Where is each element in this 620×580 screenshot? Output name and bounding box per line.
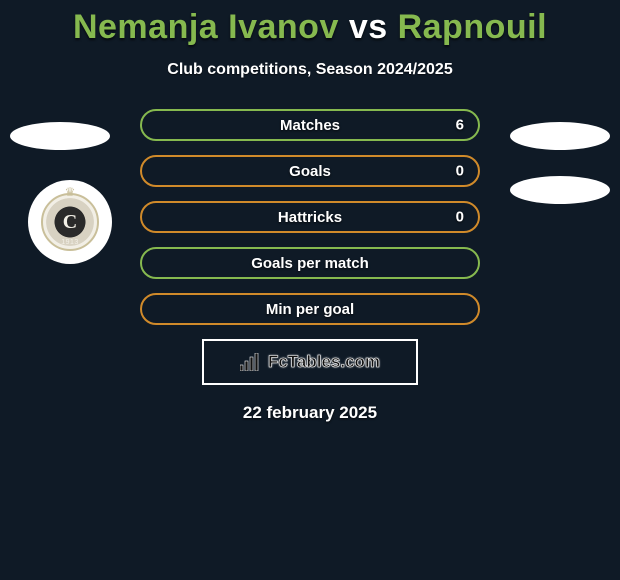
badge-year: 1913 <box>61 239 79 246</box>
club-badge: ♛ C 1913 <box>28 180 112 264</box>
stat-row-goals: Goals 0 <box>140 155 480 187</box>
bar-chart-icon <box>240 353 262 371</box>
right-team-placeholder-2 <box>510 176 610 204</box>
player1-name: Nemanja Ivanov <box>73 8 339 46</box>
subtitle: Club competitions, Season 2024/2025 <box>0 61 620 79</box>
stat-value-right: 0 <box>456 209 464 226</box>
player2-name: Rapnouil <box>398 8 547 46</box>
stat-row-goals-per-match: Goals per match <box>140 247 480 279</box>
stat-value-right: 6 <box>456 117 464 134</box>
fctables-logo-box: FcTables.com <box>202 339 418 385</box>
stat-value-right: 0 <box>456 163 464 180</box>
stat-label: Goals per match <box>251 255 369 272</box>
club-badge-inner: ♛ C 1913 <box>41 193 99 251</box>
comparison-title: Nemanja Ivanov vs Rapnouil <box>0 0 620 47</box>
right-team-placeholder-1 <box>510 122 610 150</box>
stat-row-min-per-goal: Min per goal <box>140 293 480 325</box>
stat-label: Goals <box>289 163 331 180</box>
stats-panel: Matches 6 Goals 0 Hattricks 0 Goals per … <box>140 109 480 325</box>
stat-label: Min per goal <box>266 301 354 318</box>
stat-row-hattricks: Hattricks 0 <box>140 201 480 233</box>
stat-label: Matches <box>280 117 340 134</box>
fctables-label: FcTables.com <box>268 352 380 372</box>
vs-label: vs <box>349 8 388 46</box>
snapshot-date: 22 february 2025 <box>0 403 620 423</box>
crown-icon: ♛ <box>65 185 76 199</box>
badge-letter: C <box>63 211 77 234</box>
left-team-placeholder-1 <box>10 122 110 150</box>
stat-row-matches: Matches 6 <box>140 109 480 141</box>
stat-label: Hattricks <box>278 209 342 226</box>
